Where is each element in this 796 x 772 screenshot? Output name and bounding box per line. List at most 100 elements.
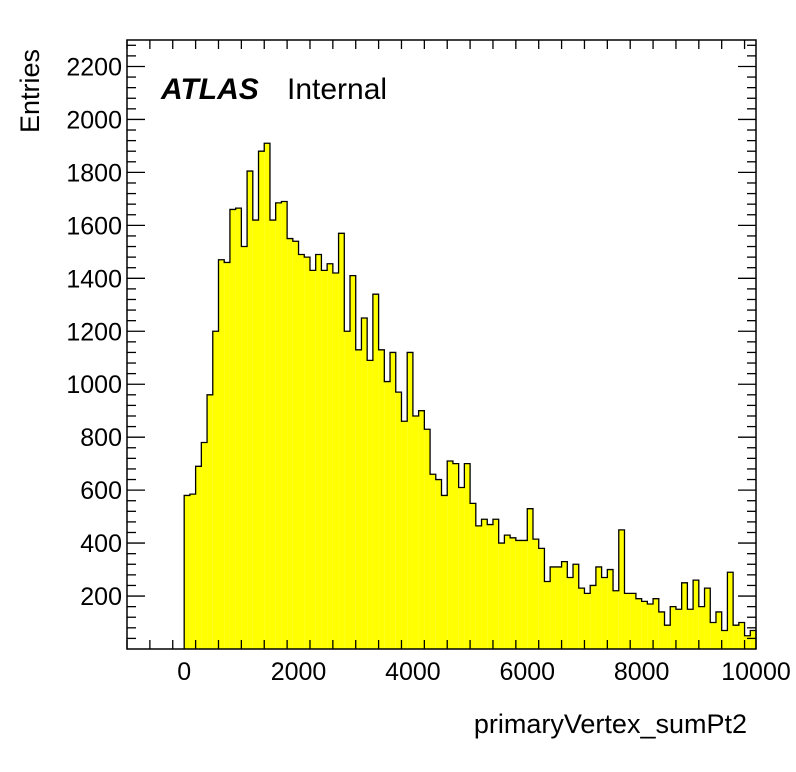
histogram-bin (315, 254, 322, 649)
x-axis-title: primaryVertex_sumPt2 (474, 709, 747, 739)
histogram-bin (287, 238, 293, 649)
histogram-bin (710, 622, 716, 649)
histogram-bin (515, 540, 522, 649)
histogram-bin (269, 220, 276, 649)
histogram-bin (241, 246, 248, 649)
y-tick-label: 600 (80, 477, 122, 505)
x-tick-label: 10000 (721, 658, 791, 686)
y-tick-label: 2000 (66, 106, 122, 134)
histogram-bin (635, 598, 642, 649)
histogram-bin (464, 463, 471, 649)
histogram-bin (738, 622, 745, 649)
histogram-bin (630, 593, 636, 649)
histogram-bin (332, 273, 339, 649)
histogram-bin (681, 582, 688, 649)
y-tick-label: 1200 (66, 318, 122, 346)
histogram-bin (578, 588, 585, 649)
histogram-bars (183, 142, 757, 650)
histogram-bin (487, 524, 493, 649)
histogram-bin (452, 463, 459, 649)
histogram-bin (418, 410, 425, 649)
y-tick-label: 2200 (66, 53, 122, 81)
x-tick-label: 6000 (499, 658, 555, 686)
histogram-bin (670, 606, 676, 649)
histogram-bin (367, 360, 373, 649)
histogram-bin (744, 635, 751, 649)
histogram-bin (309, 270, 316, 649)
histogram-bin (195, 466, 202, 649)
y-tick-label: 200 (80, 583, 122, 611)
histogram-bin (510, 537, 516, 649)
histogram-bin (212, 331, 219, 649)
histogram-bin (184, 495, 190, 649)
atlas-label: ATLAS (160, 73, 259, 106)
histogram-bin (304, 257, 310, 649)
histogram-bin (424, 429, 431, 649)
histogram-bin (715, 611, 722, 649)
histogram-bin (247, 171, 253, 650)
histogram-bin (355, 349, 362, 649)
histogram-bin (258, 151, 265, 650)
histogram-bin (532, 539, 539, 649)
histogram-bin (664, 625, 671, 649)
histogram-bin (189, 494, 196, 649)
histogram-bin (698, 606, 705, 649)
histogram-bin (350, 275, 356, 649)
histogram-bin (504, 535, 511, 649)
histogram-bin (372, 294, 379, 649)
histogram-bin (555, 566, 562, 649)
histogram-bin (647, 603, 654, 649)
histogram-bin (750, 630, 756, 649)
histogram-bin (327, 263, 333, 649)
histogram-bin (538, 548, 545, 649)
histogram-bin (458, 487, 465, 649)
histogram-bin (395, 392, 402, 649)
histogram-bin (218, 259, 225, 649)
histogram-bin (573, 564, 579, 649)
histogram-bin (447, 461, 453, 649)
histogram-bin (298, 254, 305, 649)
histogram-bin (235, 208, 242, 649)
y-tick-label: 1400 (66, 265, 122, 293)
histogram-bin (590, 585, 596, 649)
y-tick-label: 800 (80, 424, 122, 452)
histogram-bin (675, 609, 682, 649)
histogram-bin (584, 593, 591, 649)
histogram-bin (207, 394, 213, 649)
histogram-bin (550, 566, 556, 649)
y-tick-label: 1600 (66, 212, 122, 240)
y-tick-label: 1800 (66, 159, 122, 187)
histogram-bin (321, 270, 328, 649)
histogram-bin (281, 201, 288, 649)
histogram-outline (183, 142, 757, 649)
histogram-bin (252, 220, 259, 649)
histogram-bin (384, 381, 391, 649)
histogram-bin (401, 421, 408, 649)
x-tick-label: 2000 (271, 658, 327, 686)
histogram-bin (264, 143, 270, 650)
histogram-bin (390, 352, 396, 649)
histogram-bin (201, 442, 208, 649)
histogram-bin (613, 590, 619, 649)
histogram-bin (704, 588, 711, 649)
histogram-bin (618, 529, 625, 649)
histogram-bin (338, 233, 345, 649)
histogram-bin (378, 349, 385, 649)
x-tick-label: 0 (177, 658, 191, 686)
histogram-bin (521, 540, 528, 649)
histogram-bin (658, 611, 665, 649)
histogram-bin (435, 479, 442, 649)
histogram-bin (527, 508, 533, 649)
y-tick-label: 400 (80, 530, 122, 558)
histogram-bin (693, 580, 699, 649)
histogram-bin (292, 241, 299, 649)
histogram-bin (224, 262, 230, 649)
histogram-bin (653, 598, 659, 649)
histogram-bin (441, 495, 448, 649)
histogram-bin (544, 581, 551, 649)
histogram-bin (498, 543, 505, 649)
histogram-bin (229, 209, 236, 649)
tick-labels: 0 2000 4000 6000 8000 10000 200 400 600 800 1000 12… (66, 53, 790, 686)
histogram-bin (492, 519, 499, 649)
y-tick-label: 1000 (66, 371, 122, 399)
